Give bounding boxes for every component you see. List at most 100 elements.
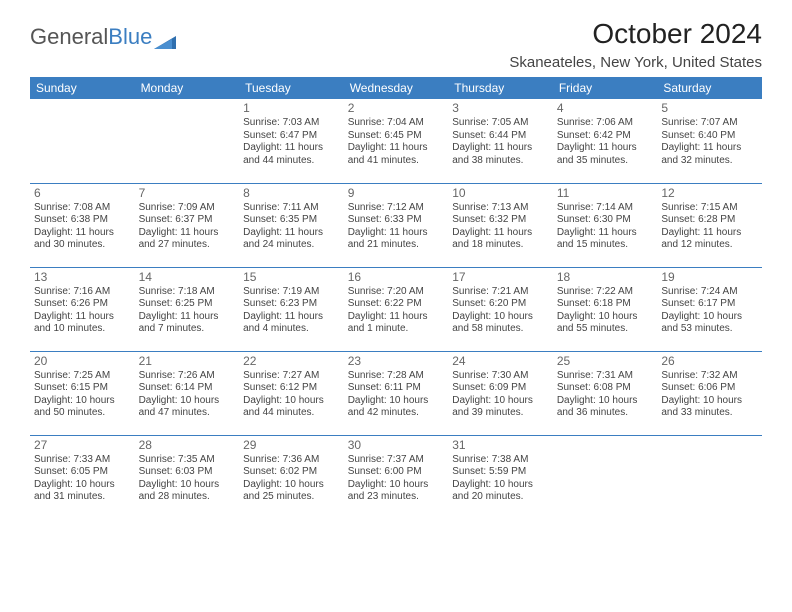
sunrise-text: Sunrise: 7:38 AM — [452, 454, 549, 467]
daylight-text: Daylight: 10 hours and 25 minutes. — [243, 479, 340, 504]
sunrise-text: Sunrise: 7:09 AM — [139, 202, 236, 215]
calendar-cell: 28Sunrise: 7:35 AMSunset: 6:03 PMDayligh… — [135, 435, 240, 519]
day-number: 14 — [139, 270, 236, 285]
daylight-text: Daylight: 10 hours and 31 minutes. — [34, 479, 131, 504]
header: GeneralBlue October 2024 Skaneateles, Ne… — [30, 18, 762, 71]
day-number: 3 — [452, 101, 549, 116]
calendar-cell: 27Sunrise: 7:33 AMSunset: 6:05 PMDayligh… — [30, 435, 135, 519]
sunset-text: Sunset: 6:00 PM — [348, 466, 445, 479]
calendar-row: 13Sunrise: 7:16 AMSunset: 6:26 PMDayligh… — [30, 267, 762, 351]
calendar-cell: 13Sunrise: 7:16 AMSunset: 6:26 PMDayligh… — [30, 267, 135, 351]
day-number: 2 — [348, 101, 445, 116]
day-number: 24 — [452, 354, 549, 369]
sunset-text: Sunset: 6:08 PM — [557, 382, 654, 395]
calendar-cell: 16Sunrise: 7:20 AMSunset: 6:22 PMDayligh… — [344, 267, 449, 351]
day-number: 4 — [557, 101, 654, 116]
logo-text-2: Blue — [108, 24, 152, 50]
calendar-cell: 14Sunrise: 7:18 AMSunset: 6:25 PMDayligh… — [135, 267, 240, 351]
calendar-row: 1Sunrise: 7:03 AMSunset: 6:47 PMDaylight… — [30, 99, 762, 183]
sunset-text: Sunset: 6:35 PM — [243, 214, 340, 227]
daylight-text: Daylight: 11 hours and 38 minutes. — [452, 142, 549, 167]
daylight-text: Daylight: 10 hours and 53 minutes. — [661, 311, 758, 336]
sunrise-text: Sunrise: 7:14 AM — [557, 202, 654, 215]
title-block: October 2024 Skaneateles, New York, Unit… — [509, 18, 762, 71]
calendar-cell: 6Sunrise: 7:08 AMSunset: 6:38 PMDaylight… — [30, 183, 135, 267]
sunset-text: Sunset: 6:45 PM — [348, 130, 445, 143]
day-number: 12 — [661, 186, 758, 201]
sunset-text: Sunset: 6:33 PM — [348, 214, 445, 227]
sunrise-text: Sunrise: 7:18 AM — [139, 286, 236, 299]
day-header: Saturday — [657, 77, 762, 99]
day-number: 31 — [452, 438, 549, 453]
sunset-text: Sunset: 6:15 PM — [34, 382, 131, 395]
calendar-cell: 18Sunrise: 7:22 AMSunset: 6:18 PMDayligh… — [553, 267, 658, 351]
calendar-cell: 24Sunrise: 7:30 AMSunset: 6:09 PMDayligh… — [448, 351, 553, 435]
calendar-body: 1Sunrise: 7:03 AMSunset: 6:47 PMDaylight… — [30, 99, 762, 519]
sunset-text: Sunset: 6:25 PM — [139, 298, 236, 311]
daylight-text: Daylight: 11 hours and 7 minutes. — [139, 311, 236, 336]
sunrise-text: Sunrise: 7:26 AM — [139, 370, 236, 383]
daylight-text: Daylight: 11 hours and 41 minutes. — [348, 142, 445, 167]
day-number: 9 — [348, 186, 445, 201]
calendar-cell — [135, 99, 240, 183]
sunrise-text: Sunrise: 7:25 AM — [34, 370, 131, 383]
sunset-text: Sunset: 6:03 PM — [139, 466, 236, 479]
daylight-text: Daylight: 10 hours and 44 minutes. — [243, 395, 340, 420]
calendar-cell: 29Sunrise: 7:36 AMSunset: 6:02 PMDayligh… — [239, 435, 344, 519]
daylight-text: Daylight: 10 hours and 20 minutes. — [452, 479, 549, 504]
daylight-text: Daylight: 10 hours and 50 minutes. — [34, 395, 131, 420]
sunrise-text: Sunrise: 7:13 AM — [452, 202, 549, 215]
day-number: 22 — [243, 354, 340, 369]
daylight-text: Daylight: 10 hours and 55 minutes. — [557, 311, 654, 336]
day-number: 28 — [139, 438, 236, 453]
day-number: 29 — [243, 438, 340, 453]
day-number: 26 — [661, 354, 758, 369]
daylight-text: Daylight: 11 hours and 35 minutes. — [557, 142, 654, 167]
logo: GeneralBlue — [30, 24, 176, 50]
day-number: 15 — [243, 270, 340, 285]
sunrise-text: Sunrise: 7:33 AM — [34, 454, 131, 467]
daylight-text: Daylight: 10 hours and 58 minutes. — [452, 311, 549, 336]
day-number: 17 — [452, 270, 549, 285]
calendar-cell: 26Sunrise: 7:32 AMSunset: 6:06 PMDayligh… — [657, 351, 762, 435]
sunset-text: Sunset: 6:20 PM — [452, 298, 549, 311]
sunrise-text: Sunrise: 7:36 AM — [243, 454, 340, 467]
calendar-cell: 1Sunrise: 7:03 AMSunset: 6:47 PMDaylight… — [239, 99, 344, 183]
calendar-row: 6Sunrise: 7:08 AMSunset: 6:38 PMDaylight… — [30, 183, 762, 267]
calendar-cell: 10Sunrise: 7:13 AMSunset: 6:32 PMDayligh… — [448, 183, 553, 267]
day-header: Tuesday — [239, 77, 344, 99]
calendar-cell: 30Sunrise: 7:37 AMSunset: 6:00 PMDayligh… — [344, 435, 449, 519]
calendar-cell: 19Sunrise: 7:24 AMSunset: 6:17 PMDayligh… — [657, 267, 762, 351]
daylight-text: Daylight: 11 hours and 44 minutes. — [243, 142, 340, 167]
daylight-text: Daylight: 11 hours and 30 minutes. — [34, 227, 131, 252]
daylight-text: Daylight: 11 hours and 10 minutes. — [34, 311, 131, 336]
sunrise-text: Sunrise: 7:19 AM — [243, 286, 340, 299]
day-number: 21 — [139, 354, 236, 369]
daylight-text: Daylight: 10 hours and 28 minutes. — [139, 479, 236, 504]
sunset-text: Sunset: 6:14 PM — [139, 382, 236, 395]
sunrise-text: Sunrise: 7:24 AM — [661, 286, 758, 299]
sunset-text: Sunset: 6:05 PM — [34, 466, 131, 479]
daylight-text: Daylight: 10 hours and 42 minutes. — [348, 395, 445, 420]
calendar-cell: 9Sunrise: 7:12 AMSunset: 6:33 PMDaylight… — [344, 183, 449, 267]
sunset-text: Sunset: 6:02 PM — [243, 466, 340, 479]
sunrise-text: Sunrise: 7:32 AM — [661, 370, 758, 383]
page: GeneralBlue October 2024 Skaneateles, Ne… — [0, 0, 792, 529]
sunset-text: Sunset: 6:06 PM — [661, 382, 758, 395]
day-number: 19 — [661, 270, 758, 285]
day-header: Friday — [553, 77, 658, 99]
day-header: Thursday — [448, 77, 553, 99]
day-number: 30 — [348, 438, 445, 453]
day-number: 25 — [557, 354, 654, 369]
daylight-text: Daylight: 11 hours and 12 minutes. — [661, 227, 758, 252]
sunset-text: Sunset: 5:59 PM — [452, 466, 549, 479]
daylight-text: Daylight: 11 hours and 21 minutes. — [348, 227, 445, 252]
location: Skaneateles, New York, United States — [509, 54, 762, 71]
sunrise-text: Sunrise: 7:37 AM — [348, 454, 445, 467]
calendar-cell: 25Sunrise: 7:31 AMSunset: 6:08 PMDayligh… — [553, 351, 658, 435]
sunrise-text: Sunrise: 7:11 AM — [243, 202, 340, 215]
sunset-text: Sunset: 6:09 PM — [452, 382, 549, 395]
sunset-text: Sunset: 6:23 PM — [243, 298, 340, 311]
calendar-cell: 12Sunrise: 7:15 AMSunset: 6:28 PMDayligh… — [657, 183, 762, 267]
day-number: 7 — [139, 186, 236, 201]
